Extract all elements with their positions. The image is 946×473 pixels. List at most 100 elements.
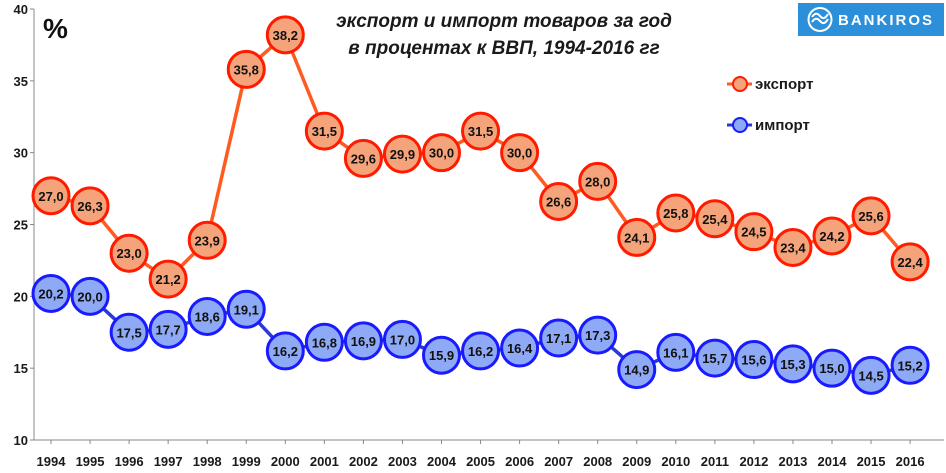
data-label-import: 19,1	[234, 302, 259, 317]
data-label-export: 30,0	[429, 146, 454, 161]
data-label-export: 28,0	[585, 174, 610, 189]
data-label-export: 38,2	[273, 28, 298, 43]
data-point-export	[187, 220, 227, 260]
x-tick-label: 2012	[739, 454, 768, 469]
data-point-import	[343, 321, 383, 361]
logo-text: BANKIROS	[838, 12, 934, 29]
data-label-import: 14,5	[858, 368, 883, 383]
data-label-import: 18,6	[195, 309, 220, 324]
data-label-import: 17,1	[546, 331, 571, 346]
data-point-export	[31, 176, 71, 216]
y-tick-label: 40	[14, 2, 28, 17]
data-label-export: 24,1	[624, 230, 649, 245]
x-tick-label: 2007	[544, 454, 573, 469]
data-label-import: 17,3	[585, 328, 610, 343]
data-label-export: 29,9	[390, 147, 415, 162]
chart-title-line-2: в процентах к ВВП, 1994-2016 гг	[348, 38, 659, 59]
data-label-export: 25,4	[702, 212, 728, 227]
data-point-export	[578, 161, 618, 201]
x-tick-label: 2005	[466, 454, 495, 469]
x-tick-label: 2013	[778, 454, 807, 469]
data-point-export	[851, 196, 891, 236]
data-point-import	[382, 319, 422, 359]
data-point-export	[656, 193, 696, 233]
x-tick-label: 1999	[232, 454, 261, 469]
data-label-export: 31,5	[468, 124, 493, 139]
data-point-import	[773, 344, 813, 384]
data-point-import	[812, 348, 852, 388]
data-label-export: 21,2	[155, 272, 180, 287]
data-point-export	[695, 199, 735, 239]
x-tick-label: 1995	[76, 454, 105, 469]
series-layer: 27,0 26,3 23,0 21,2 23,9 35,8 38,2 31,5 29,6 29,9…	[31, 15, 930, 395]
series-export: 27,0 26,3 23,0 21,2 23,9 35,8 38,2 31,5 29,6 29,9…	[31, 15, 930, 299]
data-label-import: 17,7	[155, 322, 180, 337]
data-point-export	[70, 186, 110, 226]
data-point-export	[109, 233, 149, 273]
data-point-export	[304, 111, 344, 151]
data-point-import	[31, 273, 71, 313]
data-point-export	[890, 242, 930, 282]
x-tick-label: 1996	[115, 454, 144, 469]
x-tick-label: 2016	[896, 454, 925, 469]
data-label-export: 30,0	[507, 146, 532, 161]
data-label-import: 15,3	[780, 357, 805, 372]
data-label-import: 16,1	[663, 345, 688, 360]
data-label-import: 14,9	[624, 363, 649, 378]
data-label-import: 17,0	[390, 332, 415, 347]
data-label-import: 20,0	[77, 289, 102, 304]
data-point-import	[422, 335, 461, 375]
y-tick-label: 25	[14, 218, 28, 233]
data-label-export: 23,9	[195, 233, 220, 248]
data-point-export	[265, 15, 305, 55]
x-axis-ticks: 1994 1995 1996 1997 1998 1999 2000 2001 2002 2003…	[37, 440, 925, 469]
data-point-import	[617, 350, 657, 390]
data-point-import	[539, 318, 579, 358]
data-point-import	[695, 338, 735, 378]
data-label-import: 16,9	[351, 334, 376, 349]
data-label-export: 26,3	[77, 199, 102, 214]
y-axis-ticks: 10 15 20 25 30 35 40	[14, 2, 34, 448]
x-tick-label: 2000	[271, 454, 300, 469]
legend-export-label: экспорт	[755, 76, 813, 93]
data-point-import	[461, 331, 501, 371]
data-point-export	[343, 138, 383, 178]
legend-item-import: импорт	[727, 117, 810, 134]
data-point-import	[70, 276, 110, 316]
data-point-import	[148, 309, 188, 349]
legend: экспорт импорт	[727, 76, 813, 134]
bankiros-logo: BANKIROS	[798, 3, 944, 36]
x-tick-label: 2015	[857, 454, 886, 469]
y-tick-label: 15	[14, 361, 28, 376]
bankiros-logo-icon	[807, 7, 833, 32]
data-point-export	[617, 217, 657, 257]
y-tick-label: 20	[14, 289, 28, 304]
data-point-export	[382, 134, 422, 174]
x-tick-label: 2011	[701, 454, 729, 469]
data-label-export: 35,8	[234, 62, 259, 77]
data-point-export	[500, 133, 540, 173]
x-tick-label: 2001	[310, 454, 339, 469]
data-point-export	[734, 212, 774, 252]
x-tick-label: 2002	[349, 454, 378, 469]
chart-title-line-1: экспорт и импорт товаров за год	[336, 11, 672, 32]
data-point-import	[500, 328, 540, 368]
data-label-export: 26,6	[546, 195, 571, 210]
legend-export-marker	[732, 76, 748, 92]
data-point-export	[461, 111, 501, 151]
x-tick-label: 1998	[193, 454, 222, 469]
x-tick-label: 2010	[661, 454, 690, 469]
data-label-export: 24,2	[819, 229, 844, 244]
data-point-export	[812, 216, 852, 256]
x-tick-label: 1994	[37, 454, 67, 469]
data-point-import	[187, 296, 227, 336]
unit-label: %	[43, 13, 68, 44]
plot-area: 10 15 20 25 30 35 40 1994 1995 1996 1997 1998 1999 2…	[14, 2, 944, 469]
data-label-export: 25,6	[858, 209, 883, 224]
data-label-import: 15,9	[429, 348, 454, 363]
data-point-import	[109, 312, 149, 352]
data-label-import: 16,2	[468, 344, 493, 359]
data-point-export	[422, 133, 461, 173]
data-point-export	[539, 182, 579, 222]
data-point-import	[578, 315, 618, 355]
